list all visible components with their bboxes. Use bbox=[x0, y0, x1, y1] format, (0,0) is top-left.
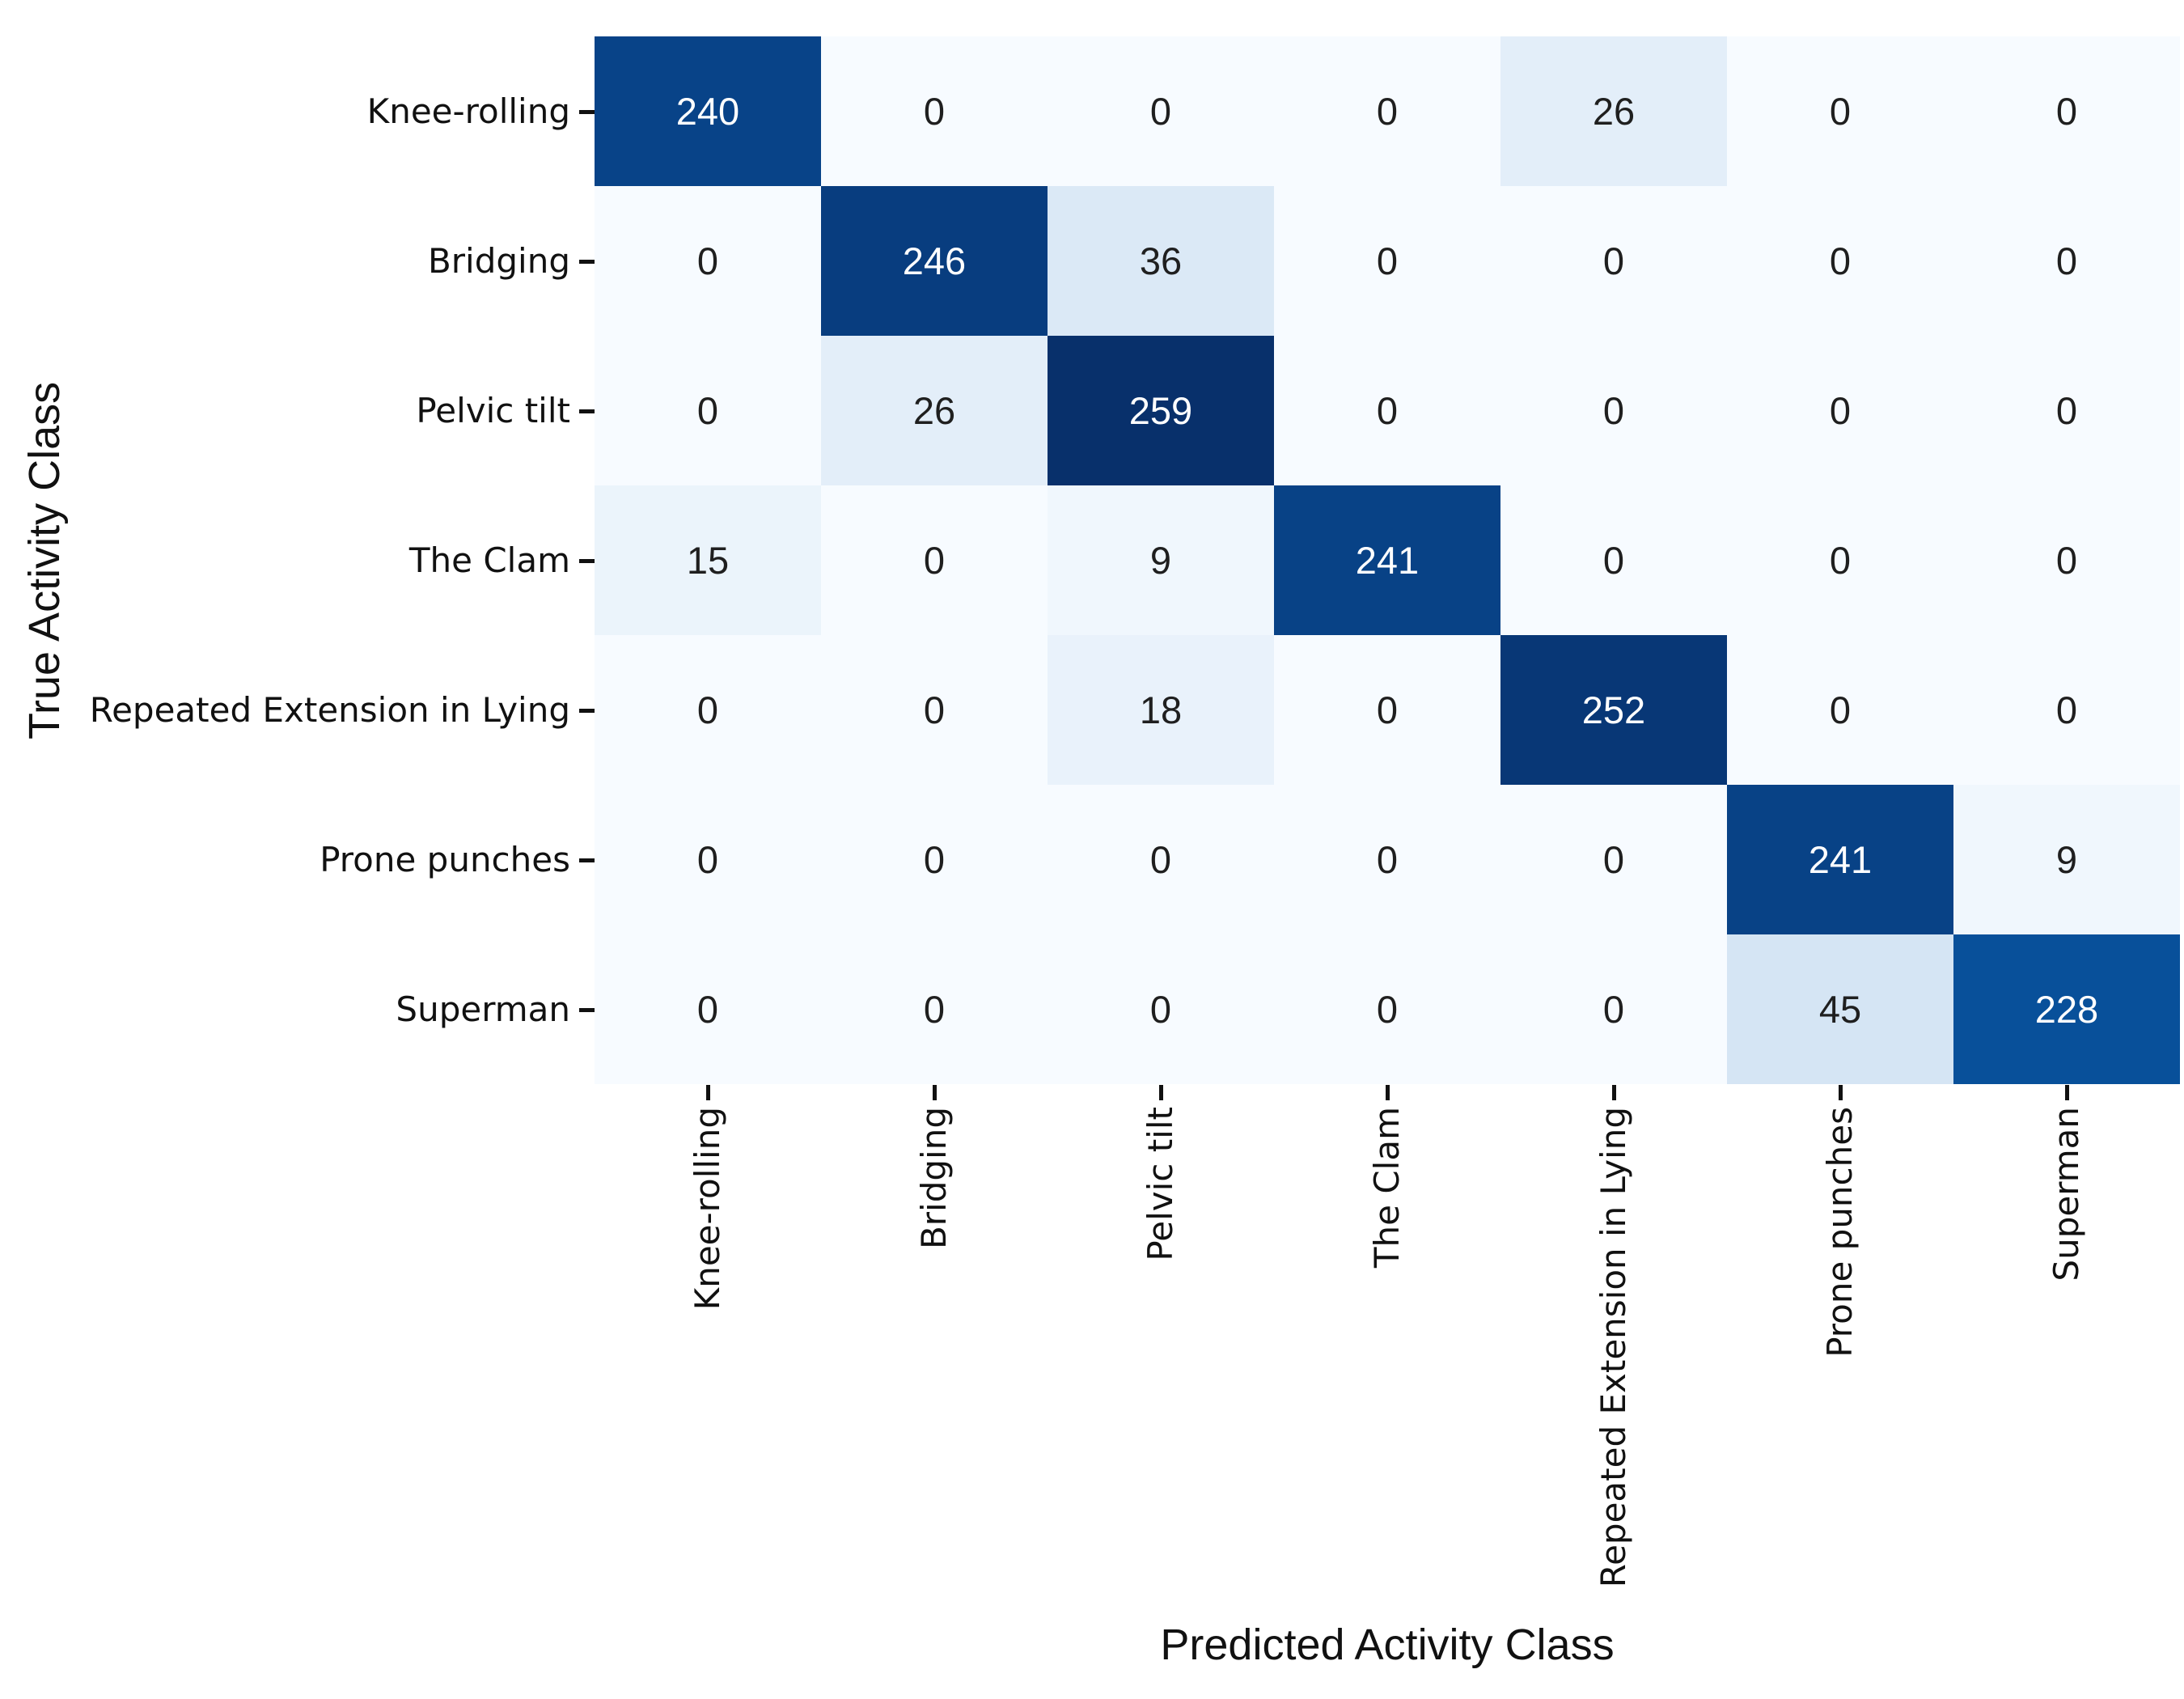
x-tick-mark bbox=[1612, 1085, 1616, 1100]
heatmap-cell: 0 bbox=[595, 336, 821, 485]
heatmap-grid: 240 0 0 0 26 0 0 0 246 36 0 0 0 0 0 26 259 0 0 0 0 15 0 9 241 0 0 0… bbox=[595, 36, 2180, 1084]
heatmap-cell: 0 bbox=[1953, 485, 2180, 635]
y-tick-label: Repeated Extension in Lying bbox=[89, 689, 570, 730]
heatmap-cell: 228 bbox=[1953, 934, 2180, 1084]
heatmap-cell: 0 bbox=[1048, 934, 1274, 1084]
y-tick-mark bbox=[579, 858, 595, 862]
heatmap-cell: 0 bbox=[1500, 336, 1727, 485]
x-tick-mark bbox=[1386, 1085, 1390, 1100]
heatmap-cell: 0 bbox=[821, 785, 1048, 934]
heatmap-cell: 0 bbox=[821, 635, 1048, 785]
heatmap-cell: 0 bbox=[595, 934, 821, 1084]
heatmap-cell: 36 bbox=[1048, 186, 1274, 336]
heatmap-cell: 0 bbox=[1274, 186, 1500, 336]
heatmap-cell: 0 bbox=[1953, 336, 2180, 485]
heatmap-cell: 0 bbox=[595, 785, 821, 934]
y-tick-label: Pelvic tilt bbox=[416, 390, 570, 430]
heatmap-cell: 0 bbox=[1727, 485, 1953, 635]
heatmap-cell: 15 bbox=[595, 485, 821, 635]
heatmap-cell: 0 bbox=[1727, 336, 1953, 485]
heatmap-cell: 45 bbox=[1727, 934, 1953, 1084]
heatmap-cell: 0 bbox=[1048, 785, 1274, 934]
heatmap-cell: 259 bbox=[1048, 336, 1274, 485]
heatmap-cell: 0 bbox=[1274, 336, 1500, 485]
x-tick-mark bbox=[706, 1085, 710, 1100]
x-tick-mark bbox=[1839, 1085, 1843, 1100]
heatmap-cell: 0 bbox=[821, 934, 1048, 1084]
heatmap-cell: 26 bbox=[1500, 36, 1727, 186]
heatmap-cell: 0 bbox=[1953, 186, 2180, 336]
x-tick-mark bbox=[2065, 1085, 2069, 1100]
heatmap-cell: 0 bbox=[1274, 785, 1500, 934]
heatmap-cell: 241 bbox=[1727, 785, 1953, 934]
x-tick-label: Repeated Extension in Lying bbox=[1594, 1107, 1633, 1588]
x-tick-label: Prone punches bbox=[1820, 1107, 1860, 1358]
heatmap-cell: 0 bbox=[1953, 635, 2180, 785]
x-tick-label: Pelvic tilt bbox=[1141, 1107, 1180, 1261]
heatmap-cell: 0 bbox=[1500, 186, 1727, 336]
heatmap-cell: 0 bbox=[1953, 36, 2180, 186]
heatmap-cell: 0 bbox=[1274, 635, 1500, 785]
x-tick-mark bbox=[1159, 1085, 1163, 1100]
heatmap-cell: 0 bbox=[595, 635, 821, 785]
y-tick-label: The Clam bbox=[408, 540, 570, 580]
y-tick-mark bbox=[579, 1007, 595, 1012]
heatmap-cell: 0 bbox=[1727, 186, 1953, 336]
y-tick-label: Prone punches bbox=[320, 839, 570, 879]
heatmap-cell: 0 bbox=[1048, 36, 1274, 186]
heatmap-cell: 0 bbox=[1274, 934, 1500, 1084]
x-axis-title: Predicted Activity Class bbox=[1160, 1621, 1615, 1669]
heatmap-cell: 0 bbox=[1274, 36, 1500, 186]
x-tick-label: The Clam bbox=[1367, 1107, 1407, 1269]
heatmap-cell: 0 bbox=[1500, 934, 1727, 1084]
y-tick-mark bbox=[579, 409, 595, 413]
y-tick-label: Superman bbox=[396, 989, 570, 1029]
heatmap-cell: 241 bbox=[1274, 485, 1500, 635]
heatmap-cell: 0 bbox=[1500, 785, 1727, 934]
heatmap-cell: 9 bbox=[1953, 785, 2180, 934]
heatmap-cell: 0 bbox=[1727, 635, 1953, 785]
y-tick-mark bbox=[579, 558, 595, 563]
heatmap-cell: 26 bbox=[821, 336, 1048, 485]
x-tick-mark bbox=[933, 1085, 937, 1100]
x-tick-label: Knee-rolling bbox=[688, 1107, 727, 1311]
x-tick-label: Bridging bbox=[914, 1107, 954, 1250]
heatmap-cell: 0 bbox=[1500, 485, 1727, 635]
heatmap-cell: 240 bbox=[595, 36, 821, 186]
heatmap-cell: 0 bbox=[821, 485, 1048, 635]
y-tick-mark bbox=[579, 109, 595, 114]
heatmap-cell: 0 bbox=[821, 36, 1048, 186]
x-tick-label: Superman bbox=[2046, 1107, 2086, 1282]
heatmap-cell: 0 bbox=[1727, 36, 1953, 186]
heatmap-cell: 0 bbox=[595, 186, 821, 336]
y-tick-mark bbox=[579, 259, 595, 264]
heatmap-cell: 246 bbox=[821, 186, 1048, 336]
y-tick-label: Knee-rolling bbox=[366, 91, 570, 131]
heatmap-cell: 9 bbox=[1048, 485, 1274, 635]
heatmap-cell: 18 bbox=[1048, 635, 1274, 785]
heatmap-cell: 252 bbox=[1500, 635, 1727, 785]
y-tick-label: Bridging bbox=[427, 240, 570, 281]
y-tick-mark bbox=[579, 708, 595, 713]
